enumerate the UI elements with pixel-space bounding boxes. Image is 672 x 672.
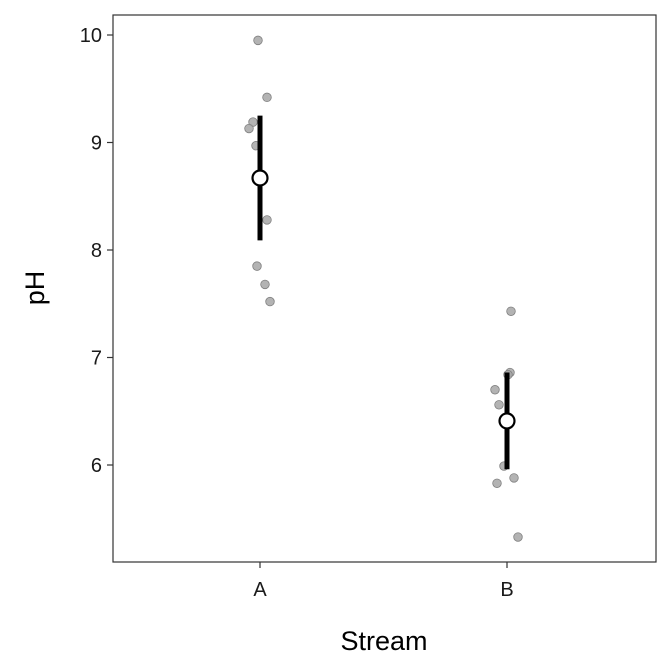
x-tick-label: B — [500, 579, 513, 601]
mean-error-bars — [251, 115, 516, 470]
x-axis-title: Stream — [340, 626, 427, 656]
y-tick-label: 8 — [91, 240, 102, 262]
data-point — [253, 35, 263, 46]
data-point — [513, 532, 523, 542]
data-point — [260, 279, 270, 290]
y-tick-label: 9 — [91, 133, 102, 155]
data-point — [262, 215, 272, 225]
mean-point — [498, 412, 516, 430]
y-axis-title: pH — [20, 271, 50, 306]
y-axis: 6 7 8 9 10 — [80, 25, 113, 477]
data-point — [262, 92, 272, 103]
data-point — [265, 296, 275, 307]
data-point — [252, 261, 262, 271]
data-point — [494, 400, 504, 410]
data-point — [509, 473, 519, 483]
data-point — [506, 306, 516, 316]
data-point — [492, 478, 502, 488]
data-point — [490, 385, 500, 395]
data-point — [244, 123, 254, 134]
y-tick-label: 6 — [91, 455, 102, 477]
y-tick-label: 10 — [80, 25, 102, 47]
y-tick-label: 7 — [91, 348, 102, 370]
x-tick-label: A — [253, 579, 267, 601]
plot-panel — [112, 14, 657, 563]
mean-point — [251, 169, 269, 187]
